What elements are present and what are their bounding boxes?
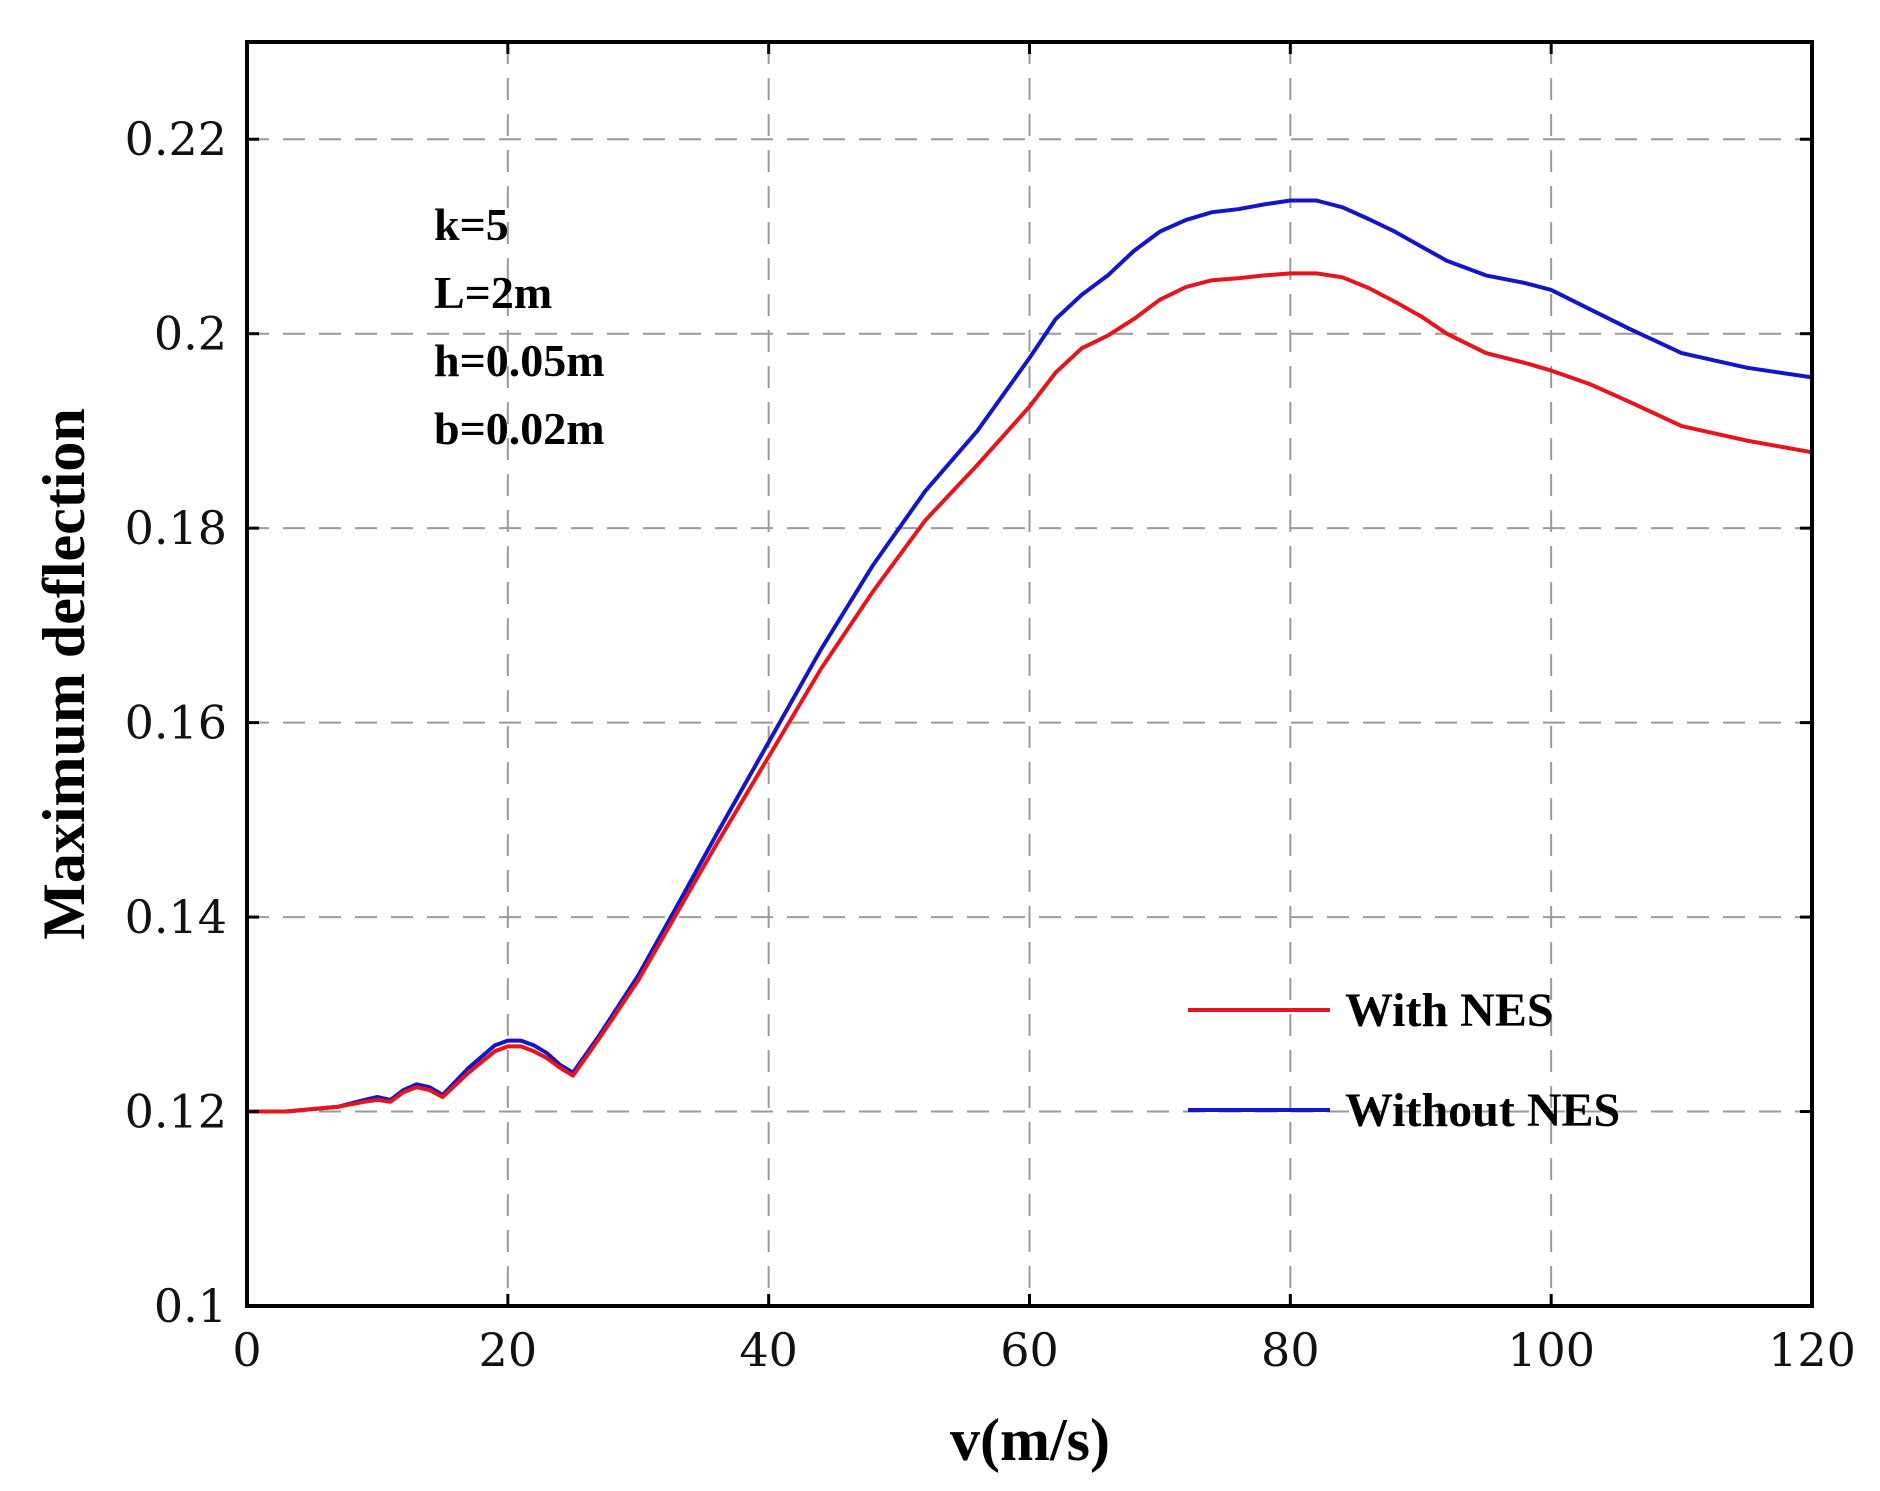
series-line-with-nes bbox=[245, 271, 1814, 1114]
x-tick-label: 100 bbox=[1507, 1323, 1595, 1377]
annotation-block: k=5 L=2m h=0.05m b=0.02m bbox=[434, 199, 605, 454]
legend: With NES Without NES bbox=[1188, 984, 1620, 1137]
data-series bbox=[245, 198, 1814, 1114]
y-tick-label: 0.1 bbox=[154, 1279, 227, 1333]
x-tick-label: 60 bbox=[1000, 1323, 1059, 1377]
axis-ticks: 0 20 40 60 80 100 120 0.1 0.12 0.14 0.16 0.18 0.2 0.2… bbox=[125, 42, 1856, 1377]
x-tick-label: 40 bbox=[739, 1323, 798, 1377]
y-axis-title: Maximum deflection bbox=[31, 408, 97, 940]
x-tick-label: 20 bbox=[479, 1323, 538, 1377]
x-tick-label: 120 bbox=[1768, 1323, 1856, 1377]
y-tick-label: 0.12 bbox=[125, 1085, 227, 1139]
x-tick-label: 80 bbox=[1261, 1323, 1320, 1377]
x-tick-label: 0 bbox=[232, 1323, 261, 1377]
y-tick-label: 0.2 bbox=[154, 307, 227, 361]
x-axis-title: v(m/s) bbox=[950, 1407, 1110, 1473]
annotation-width: b=0.02m bbox=[434, 403, 605, 454]
y-tick-label: 0.22 bbox=[125, 112, 227, 166]
y-tick-label: 0.16 bbox=[125, 696, 227, 750]
legend-label-with-nes: With NES bbox=[1345, 984, 1554, 1037]
grid-lines bbox=[247, 42, 1812, 1306]
y-tick-label: 0.18 bbox=[125, 501, 227, 555]
y-tick-label: 0.14 bbox=[125, 890, 227, 944]
series-line-without-nes bbox=[245, 198, 1814, 1114]
annotation-k: k=5 bbox=[434, 199, 509, 250]
annotation-length: L=2m bbox=[434, 267, 552, 318]
annotation-height: h=0.05m bbox=[434, 335, 605, 386]
legend-label-without-nes: Without NES bbox=[1345, 1084, 1620, 1137]
